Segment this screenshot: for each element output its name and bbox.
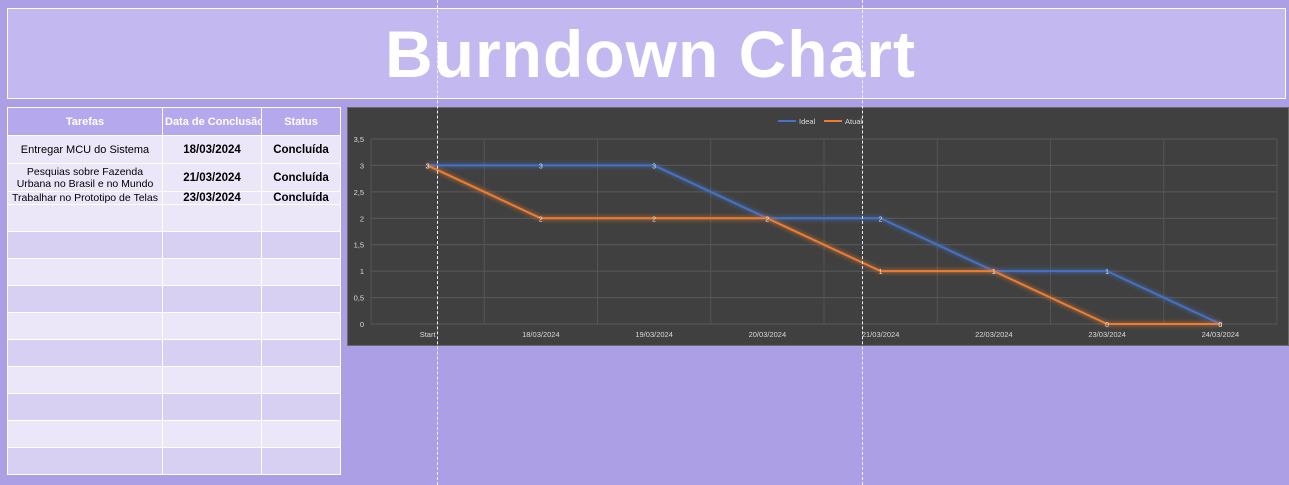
x-tick-label: 21/03/2024 (862, 330, 900, 339)
empty-row (7, 312, 341, 340)
empty-cell[interactable] (7, 285, 163, 313)
series-line-atual (427, 164, 1221, 325)
empty-cell[interactable] (261, 366, 341, 394)
empty-cell[interactable] (162, 285, 262, 313)
empty-row (7, 285, 341, 313)
y-tick-label: 0,5 (354, 294, 364, 303)
x-tick-label: 22/03/2024 (975, 330, 1013, 339)
empty-cell[interactable] (261, 258, 341, 286)
empty-row (7, 339, 341, 367)
status-cell[interactable]: Concluída (261, 163, 341, 192)
data-label: 3 (426, 163, 430, 170)
y-tick-label: 3 (360, 161, 364, 170)
empty-cell[interactable] (7, 393, 163, 421)
data-label: 2 (765, 216, 769, 223)
y-tick-label: 0 (360, 320, 364, 329)
empty-cell[interactable] (261, 393, 341, 421)
empty-row (7, 366, 341, 394)
date-cell[interactable]: 18/03/2024 (162, 135, 262, 164)
empty-cell[interactable] (162, 420, 262, 448)
data-label: 0 (1218, 322, 1222, 329)
burndown-chart[interactable]: 0 0,5 1 1,5 2 2,5 3 3,5 Start 18/03/2024 19/03/202… (347, 107, 1289, 346)
empty-cell[interactable] (162, 366, 262, 394)
legend-label: Ideal (799, 117, 816, 126)
date-cell[interactable]: 23/03/2024 (162, 191, 262, 205)
chart-svg: 0 0,5 1 1,5 2 2,5 3 3,5 Start 18/03/2024 19/03/202… (354, 117, 1278, 339)
y-tick-label: 3,5 (354, 135, 364, 144)
empty-cell[interactable] (162, 339, 262, 367)
data-label: 1 (879, 269, 883, 276)
empty-cell[interactable] (7, 420, 163, 448)
empty-cell[interactable] (261, 231, 341, 259)
data-label: 0 (1218, 322, 1222, 329)
table-row: Entregar MCU do Sistema 18/03/2024 Concl… (7, 135, 341, 164)
empty-row (7, 204, 341, 232)
y-tick-label: 1,5 (354, 241, 364, 250)
empty-cell[interactable] (261, 420, 341, 448)
empty-cell[interactable] (261, 312, 341, 340)
header-data-conclusao[interactable]: Data de Conclusão (162, 107, 262, 136)
data-label: 1 (992, 269, 996, 276)
page-break-line (437, 0, 438, 485)
empty-cell[interactable] (162, 258, 262, 286)
status-cell[interactable]: Concluída (261, 191, 341, 205)
table-row: Pesquias sobre Fazenda Urbana no Brasil … (7, 163, 341, 192)
empty-cell[interactable] (7, 258, 163, 286)
page-break-line (862, 0, 863, 485)
x-tick-label: 23/03/2024 (1088, 330, 1126, 339)
x-tick-label: 19/03/2024 (635, 330, 673, 339)
empty-row (7, 420, 341, 448)
data-label: 2 (652, 216, 656, 223)
empty-cell[interactable] (261, 285, 341, 313)
empty-cell[interactable] (261, 339, 341, 367)
data-label: 2 (539, 216, 543, 223)
task-cell[interactable]: Pesquias sobre Fazenda Urbana no Brasil … (7, 163, 163, 192)
empty-cell[interactable] (7, 339, 163, 367)
empty-row (7, 258, 341, 286)
data-label: 3 (539, 163, 543, 170)
data-label: 2 (879, 216, 883, 223)
empty-cell[interactable] (7, 231, 163, 259)
header-tarefas[interactable]: Tarefas (7, 107, 163, 136)
task-cell[interactable]: Trabalhar no Prototipo de Telas (7, 191, 163, 205)
empty-cell[interactable] (162, 447, 262, 475)
page-title: Burndown Chart (385, 16, 916, 91)
header-status[interactable]: Status (261, 107, 341, 136)
empty-row (7, 447, 341, 475)
empty-cell[interactable] (162, 204, 262, 232)
y-tick-label: 2 (360, 214, 364, 223)
data-label: 2 (765, 216, 769, 223)
x-tick-label: 18/03/2024 (522, 330, 560, 339)
date-cell[interactable]: 21/03/2024 (162, 163, 262, 192)
status-cell[interactable]: Concluída (261, 135, 341, 164)
empty-cell[interactable] (162, 312, 262, 340)
x-tick-label: 20/03/2024 (749, 330, 787, 339)
empty-row (7, 231, 341, 259)
y-tick-label: 1 (360, 267, 364, 276)
empty-cell[interactable] (7, 447, 163, 475)
empty-cell[interactable] (261, 447, 341, 475)
table-row: Trabalhar no Prototipo de Telas 23/03/20… (7, 191, 341, 205)
x-tick-label: 24/03/2024 (1202, 330, 1240, 339)
empty-cell[interactable] (162, 393, 262, 421)
empty-cell[interactable] (7, 204, 163, 232)
data-label: 3 (426, 163, 430, 170)
empty-cell[interactable] (7, 366, 163, 394)
empty-cell[interactable] (7, 312, 163, 340)
task-cell[interactable]: Entregar MCU do Sistema (7, 135, 163, 164)
y-tick-label: 2,5 (354, 188, 364, 197)
series-line-ideal (427, 164, 1221, 325)
x-tick-label: Start (420, 330, 437, 339)
empty-cell[interactable] (162, 231, 262, 259)
title-band: Burndown Chart (7, 8, 1286, 99)
legend-label: Atual (845, 117, 862, 126)
data-label: 3 (652, 163, 656, 170)
data-label: 0 (1105, 322, 1109, 329)
data-label: 1 (992, 269, 996, 276)
empty-row (7, 393, 341, 421)
empty-cell[interactable] (261, 204, 341, 232)
data-label: 1 (1105, 269, 1109, 276)
tasks-table: Tarefas Data de Conclusão Status Entrega… (7, 107, 341, 475)
